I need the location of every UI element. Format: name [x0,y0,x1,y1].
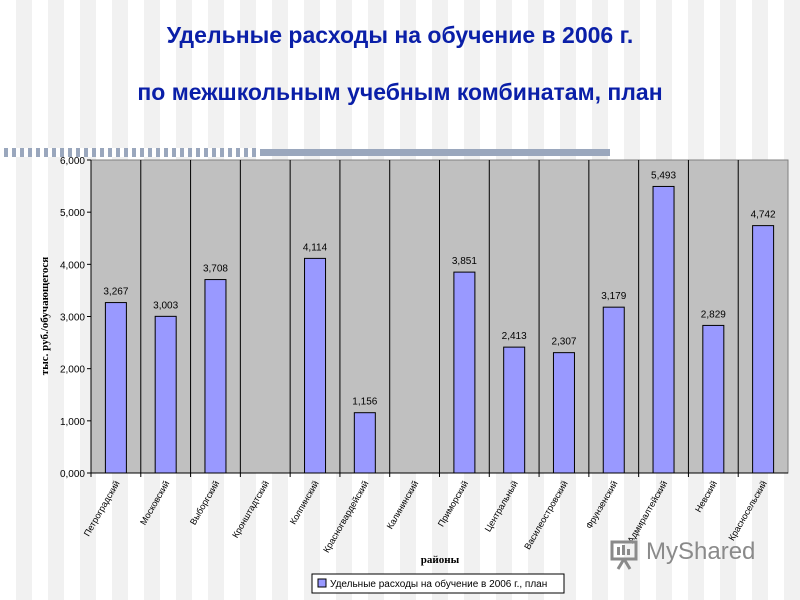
x-tick-label: Петроградский [82,479,122,538]
bar [453,271,476,474]
y-tick-label: 6,000 [60,156,85,167]
watermark-logo: MyShared [610,534,760,574]
decorative-rule [0,148,610,157]
bar [353,412,376,474]
legend-label: Удельные расходы на обучение в 2006 г., … [330,578,547,590]
data-label: 2,307 [551,337,576,348]
data-label: 4,742 [751,210,776,221]
data-label: 3,267 [103,287,128,298]
legend-swatch [317,578,327,588]
bar [552,352,575,474]
data-label: 3,003 [153,300,178,311]
bar [104,302,127,474]
bar [752,225,775,474]
bar [503,346,526,474]
presentation-board-icon [610,540,638,570]
data-label: 3,179 [601,291,626,302]
y-tick-label: 3,000 [60,313,85,324]
x-tick-label: Красногвардейский [321,479,370,554]
bar [602,306,625,474]
x-tick-label: Василеостровский [522,479,569,551]
x-tick-label: Калининский [385,479,421,531]
logo-text: MyShared [646,538,756,565]
x-tick-label: Фрунзенский [584,479,620,531]
decorative-rule-dots [0,148,260,157]
data-label: 2,829 [701,309,726,320]
bar [652,185,675,474]
data-label: 1,156 [352,397,377,408]
y-axis-title: тыс. руб./обучающегося [39,257,51,375]
x-tick-label: Невский [693,479,719,514]
x-tick-label: Приморский [436,479,470,528]
legend-box [311,573,565,594]
chart-title-line2: по межшкольным учебным комбинатам, план [137,79,663,105]
x-tick-label: Выборгский [188,479,221,527]
data-label: 5,493 [651,170,676,181]
bar [154,315,177,474]
x-tick-label: Колпинский [288,479,321,526]
y-tick-label: 1,000 [60,417,85,428]
y-tick-label: 4,000 [60,260,85,271]
bar [204,279,227,474]
data-label: 4,114 [303,242,328,253]
x-tick-label: Центральный [483,479,520,534]
x-tick-label: Московский [138,479,171,527]
data-label: 3,851 [452,256,477,267]
data-label: 2,413 [502,331,527,342]
y-tick-label: 5,000 [60,208,85,219]
x-tick-label: Кронштадтский [230,479,271,540]
decorative-rule-bar [260,149,610,156]
x-axis-title: районы [421,554,460,566]
x-tick-label: Красносельский [726,479,768,542]
bar [304,257,327,474]
y-tick-label: 0,000 [60,469,85,480]
chart-title-line1: Удельные расходы на обучение в 2006 г. [166,22,634,48]
y-tick-label: 2,000 [60,365,85,376]
data-label: 3,708 [203,264,228,275]
bar [702,324,725,474]
